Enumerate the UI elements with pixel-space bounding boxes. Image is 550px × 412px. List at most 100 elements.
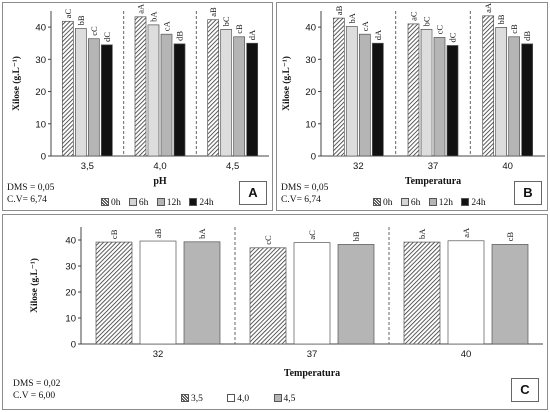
bar-label: bC	[221, 16, 231, 26]
y-tick-label: 0	[41, 152, 46, 163]
cv-value: C.V= 6,74	[7, 195, 47, 205]
bar	[358, 33, 371, 157]
bar-label: aA	[461, 227, 471, 238]
cv-value: C.V= 6,74	[281, 195, 321, 205]
bar	[420, 29, 433, 157]
bar	[403, 241, 441, 345]
bar-label: dC	[448, 32, 458, 42]
bar-label: bC	[422, 16, 432, 26]
y-tick-label: 30	[305, 55, 316, 66]
legend-swatch	[128, 198, 137, 206]
bar-label: bA	[197, 228, 207, 239]
bar	[495, 27, 508, 157]
y-axis-title: Xilose (g.L⁻¹)	[281, 56, 292, 111]
y-tick-label: 30	[35, 55, 46, 66]
panel-label: C	[511, 378, 539, 402]
bar-label: bB	[351, 231, 361, 241]
bar	[491, 244, 529, 345]
y-axis-title: Xilose (g.L⁻¹)	[29, 258, 40, 313]
y-tick-label: 0	[71, 340, 76, 351]
bar	[482, 15, 495, 157]
bar	[139, 240, 177, 345]
panel-a: 0 10 20 30 40 aC bB cC dC 3,5 aA bA cA dB 4,0 aB bC cB dA 4…	[2, 2, 273, 211]
legend-label: 6h	[410, 198, 421, 208]
legend-label: 6h	[138, 198, 149, 208]
bar	[407, 23, 420, 157]
legend-b: 0h 6h 12h 24h	[373, 198, 492, 208]
x-tick-label: 40	[461, 349, 472, 360]
bar	[337, 244, 375, 345]
bar-label: bA	[149, 11, 159, 22]
legend-swatch	[373, 198, 381, 206]
bar-label: cB	[509, 24, 519, 34]
bar	[100, 44, 113, 157]
legend-swatch	[181, 394, 189, 402]
dms-value: DMS = 0,05	[281, 183, 329, 193]
bar-label: cC	[263, 235, 273, 245]
y-tick-label: 20	[35, 87, 46, 98]
legend-swatch	[227, 394, 236, 402]
legend-label: 24h	[471, 198, 486, 208]
bar	[521, 43, 534, 157]
bar	[61, 20, 74, 157]
bar	[446, 45, 459, 157]
bar-label: cA	[360, 20, 370, 31]
bar	[447, 240, 485, 345]
bar	[345, 26, 358, 157]
legend-label: 3,5	[191, 394, 203, 404]
x-tick-label: 4,5	[226, 161, 239, 172]
legend-label: 4,0	[237, 394, 250, 404]
y-tick-label: 30	[65, 262, 76, 273]
bar	[147, 24, 160, 157]
bar-label: dB	[522, 31, 532, 41]
bar-label: cC	[89, 26, 99, 36]
bar	[173, 43, 186, 157]
y-tick-label: 10	[35, 119, 46, 130]
bar	[433, 37, 446, 157]
bar	[233, 36, 246, 157]
stats-b: DMS = 0,05 C.V= 6,74	[281, 182, 328, 206]
legend-item: 6h	[128, 198, 149, 208]
legend-label: 24h	[199, 198, 214, 208]
bar-label: dB	[175, 31, 185, 41]
bar-label: dA	[373, 29, 383, 40]
legend-swatch	[273, 394, 282, 402]
legend-swatch	[400, 198, 409, 206]
bar-label: aB	[208, 7, 218, 17]
legend-swatch	[428, 198, 437, 206]
y-tick-label: 0	[311, 152, 316, 163]
legend-swatch	[156, 198, 165, 206]
bar	[183, 241, 221, 345]
y-tick-label: 40	[305, 23, 316, 34]
bar-label: aB	[153, 228, 163, 238]
legend-item: 24h	[461, 198, 486, 208]
bar-label: aC	[409, 11, 419, 21]
legend-item: 4,5	[273, 394, 296, 404]
panel-c: 0 10 20 30 40 cB aB bA 32 cC aC bB 37 bA aA cB 40 Tempera…	[2, 214, 548, 410]
y-tick-label: 40	[65, 236, 76, 247]
bar-label: aC	[307, 230, 317, 240]
x-tick-label: 32	[353, 161, 364, 172]
dms-value: DMS = 0,02	[13, 379, 61, 389]
x-tick-label: 3,5	[81, 161, 94, 172]
legend-label: 4,5	[283, 394, 296, 404]
bar	[220, 29, 233, 157]
legend-item: 4,0	[227, 394, 249, 404]
legend-label: 0h	[383, 198, 393, 208]
stats-c: DMS = 0,02 C.V = 6,00	[13, 378, 60, 402]
bar	[160, 33, 173, 157]
chart-c: 0 10 20 30 40 cB aB bA 32 cC aC bB 37 bA aA cB 40 Tempera…	[29, 227, 543, 379]
legend-item: 12h	[428, 198, 453, 208]
dms-value: DMS = 0,05	[7, 183, 55, 193]
legend-item: 0h	[101, 198, 121, 208]
bar	[332, 17, 345, 157]
bar	[371, 42, 384, 157]
y-tick-label: 10	[305, 119, 316, 130]
bar	[87, 38, 100, 157]
x-axis-title: Temperatura	[405, 176, 461, 187]
x-tick-label: 4,0	[153, 161, 166, 172]
legend-item: 0h	[373, 198, 393, 208]
x-tick-label: 37	[307, 349, 318, 360]
